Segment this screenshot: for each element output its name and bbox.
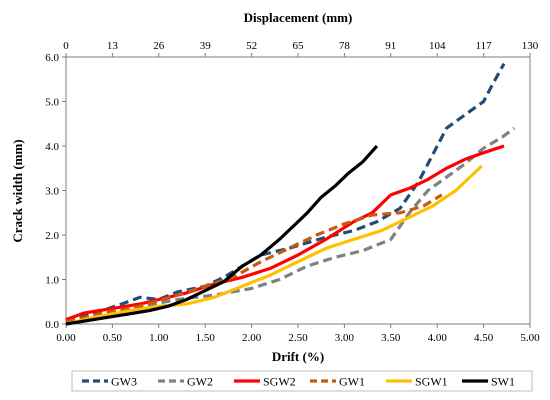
- x-axis-tick-labels: 0.00 0.50 1.00 1.50 2.00 2.50 3.00 3.50 4.00 4.50…: [56, 332, 540, 344]
- y-axis-title: Crack width (mm): [10, 139, 25, 242]
- x2-axis-tick-label: 13: [107, 40, 119, 52]
- y-axis-tick-label: 3.0: [45, 186, 59, 198]
- y-axis-tick-label: 4.0: [45, 141, 59, 153]
- x2-axis-tick-label: 91: [385, 40, 396, 52]
- x2-axis-tick-labels: 0 13 26 39 52 65 78 91 104 117 130: [63, 40, 539, 52]
- legend-label-gw1: GW1: [339, 375, 365, 389]
- legend-frame: [71, 370, 533, 392]
- x2-axis-tick-label: 0: [63, 40, 69, 52]
- x2-axis-tick-label: 65: [293, 40, 305, 52]
- x-axis-tick-label: 2.50: [288, 332, 308, 344]
- y-axis-tick-label: 6.0: [45, 52, 59, 64]
- y-axis-tick-label: 0.0: [45, 319, 59, 331]
- x-axis-tick-label: 4.50: [474, 332, 494, 344]
- legend: GW3 GW2 SGW2 GW1 SGW1 SW1: [71, 370, 533, 392]
- x-axis-tick-label: 1.00: [149, 332, 169, 344]
- x2-axis-tick-label: 26: [153, 40, 165, 52]
- y-axis-tick-labels: 0.0 1.0 2.0 3.0 4.0 5.0 6.0: [45, 52, 59, 331]
- plot-area-frame: [65, 56, 531, 325]
- axes-group: [62, 53, 531, 328]
- x2-axis-tick-label: 130: [522, 40, 539, 52]
- series-line-gw2: [65, 126, 516, 326]
- x2-axis-tick-label: 39: [200, 40, 212, 52]
- series-layer: [65, 62, 516, 326]
- y-axis-tick-label: 1.0: [45, 275, 59, 287]
- legend-label-sgw1: SGW1: [415, 375, 448, 389]
- x-axis-tick-label: 4.00: [428, 332, 448, 344]
- x-axis-tick-label: 0.50: [103, 332, 123, 344]
- x-axis-tick-label: 1.50: [196, 332, 216, 344]
- x2-axis-tick-label: 117: [476, 40, 493, 52]
- x-axis-tick-label: 2.00: [242, 332, 262, 344]
- y-axis-tick-label: 5.0: [45, 97, 59, 109]
- legend-label-gw2: GW2: [187, 375, 213, 389]
- series-line-sw1: [65, 144, 379, 326]
- x-axis-title: Drift (%): [272, 349, 324, 364]
- x-axis-tick-label: 3.00: [335, 332, 355, 344]
- x2-axis-tick-label: 52: [246, 40, 257, 52]
- series-line-sgw1: [65, 164, 483, 326]
- series-line-gw3: [65, 62, 506, 322]
- x2-axis-title: Displacement (mm): [244, 10, 353, 25]
- legend-label-gw3: GW3: [111, 375, 137, 389]
- x2-axis-tick-label: 78: [339, 40, 351, 52]
- y-axis-tick-label: 2.0: [45, 230, 59, 242]
- legend-label-sw1: SW1: [491, 375, 515, 389]
- x-axis-tick-label: 3.50: [381, 332, 401, 344]
- x2-axis-tick-label: 104: [429, 40, 446, 52]
- legend-label-sgw2: SGW2: [263, 375, 296, 389]
- x-axis-tick-label: 0.00: [56, 332, 76, 344]
- series-line-sgw2: [65, 144, 505, 322]
- x-axis-tick-label: 5.00: [520, 332, 540, 344]
